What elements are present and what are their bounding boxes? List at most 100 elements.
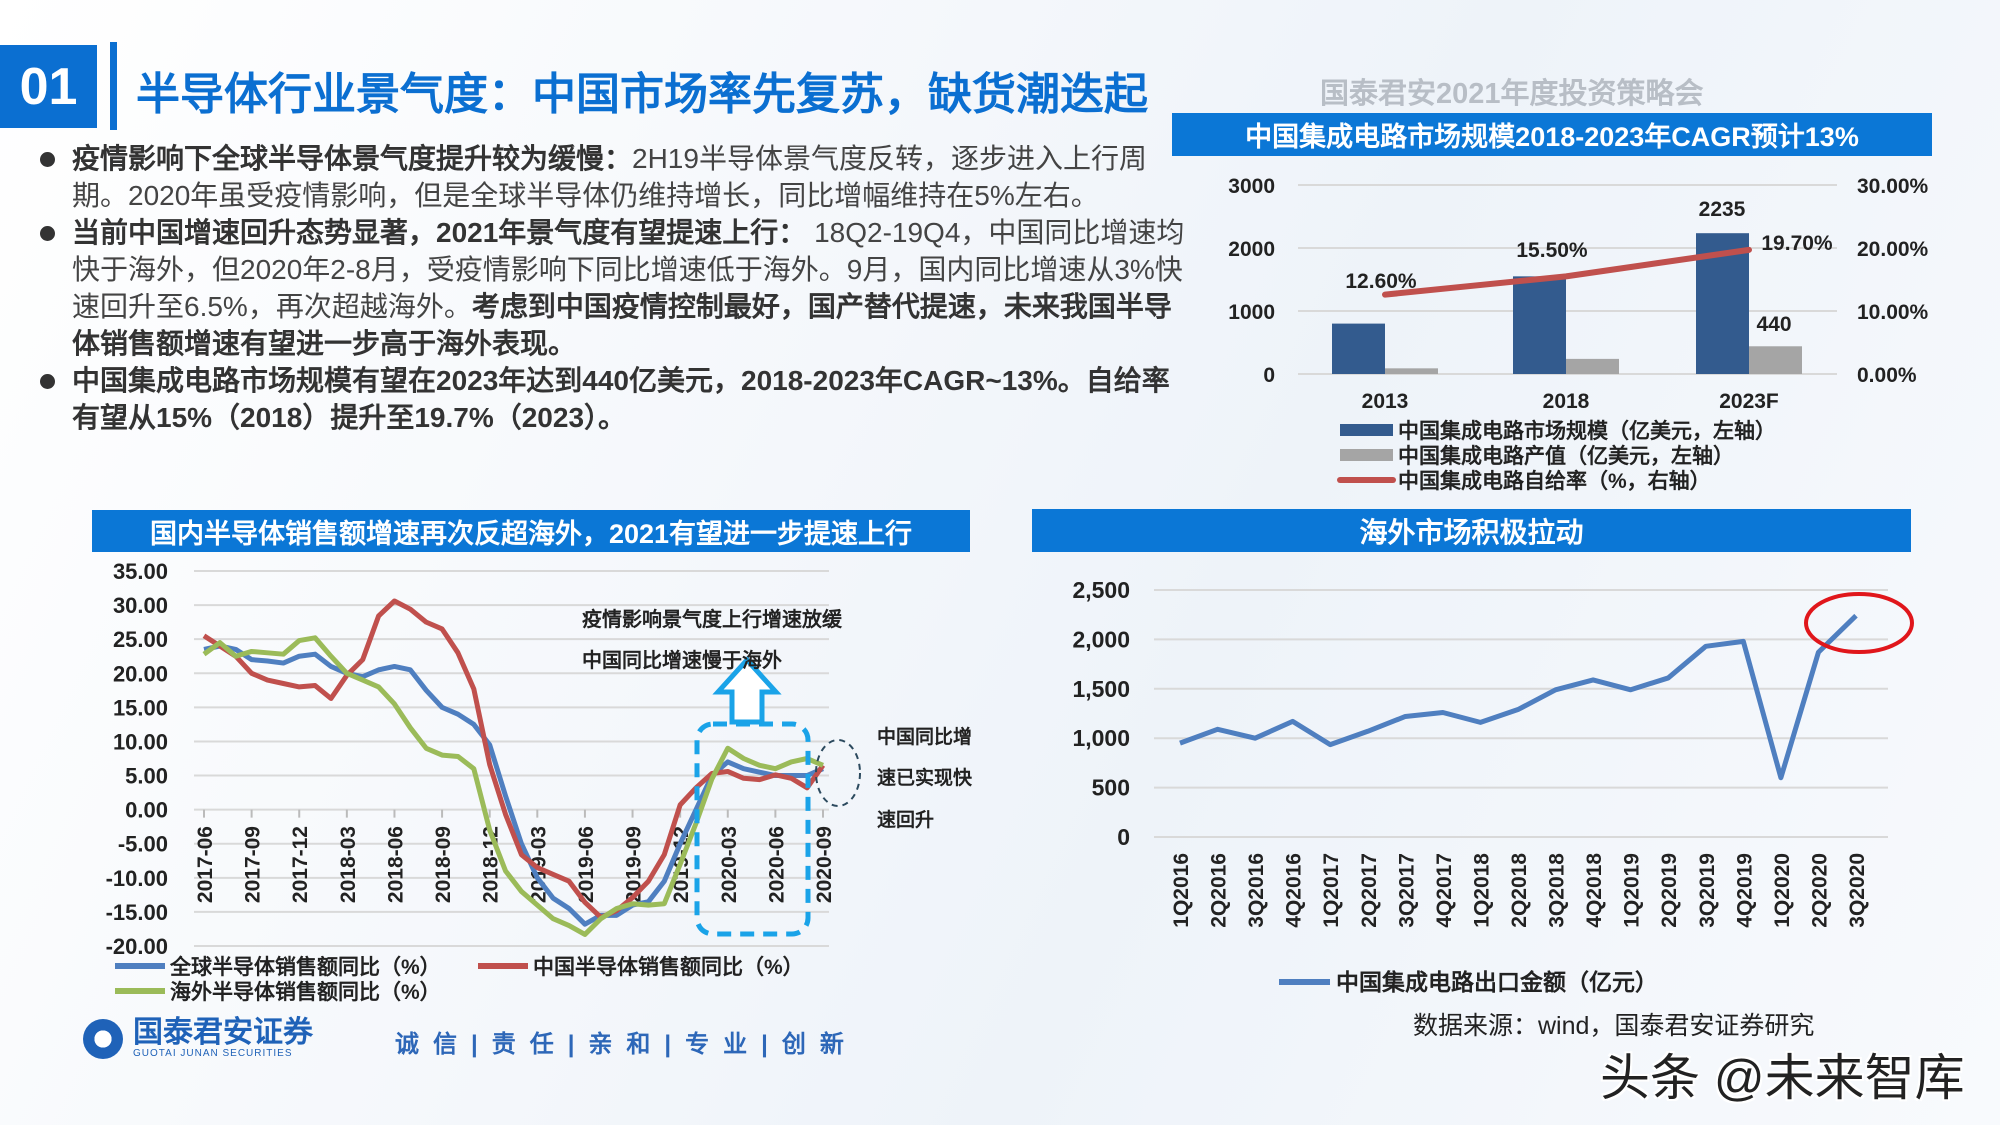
c3-y-tick: 1,000 bbox=[1072, 725, 1130, 751]
c3-x-tick: 1Q2016 bbox=[1170, 853, 1193, 928]
c1-y-left-tick: 2000 bbox=[1228, 238, 1275, 261]
c1-y-left-tick: 3000 bbox=[1228, 175, 1275, 198]
c2-x-tick: 2017-06 bbox=[194, 826, 217, 903]
c3-x-tick: 3Q2019 bbox=[1696, 853, 1719, 928]
c1-bar-output bbox=[1385, 368, 1438, 374]
motto: 诚信|责任|亲和|专业|创新 bbox=[395, 1031, 858, 1058]
bullet-text: 2H19半导体景气度反转，逐步进入上行周期。2020年虽受疫情影响，但是全球半导… bbox=[72, 143, 1147, 211]
c2-y-tick: 0.00 bbox=[125, 798, 168, 823]
bullet-item: 中国集成电路市场规模有望在2023年达到440亿美元，2018-2023年CAG… bbox=[40, 362, 1190, 436]
c3-x-tick: 4Q2016 bbox=[1283, 853, 1306, 928]
c3-x-tick: 3Q2016 bbox=[1245, 853, 1268, 928]
bullet-bold-text: 考虑到中国疫情控制最好，国产替代提速，未来我国半导体销售额增速有望进一步高于海外… bbox=[72, 291, 1172, 359]
logo-mark-icon bbox=[83, 1018, 123, 1059]
c1-x-tick: 2018 bbox=[1543, 390, 1590, 413]
c3-x-tick: 1Q2018 bbox=[1470, 853, 1493, 928]
c1-data-label: 2235 bbox=[1699, 198, 1746, 221]
annotation-recovery-1: 中国同比增 bbox=[877, 727, 973, 748]
c1-legend-label: 中国集成电路市场规模（亿美元，左轴） bbox=[1398, 419, 1776, 443]
c3-y-tick: 0 bbox=[1117, 824, 1130, 850]
bullet-bold-text: 中国集成电路市场规模有望在2023年达到440亿美元，2018-2023年CAG… bbox=[72, 365, 1170, 433]
c2-x-tick: 2018-03 bbox=[337, 826, 360, 903]
c2-y-tick: 20.00 bbox=[113, 661, 168, 686]
annotation-recovery-3: 速回升 bbox=[877, 810, 935, 831]
c2-x-tick: 2020-06 bbox=[765, 826, 788, 903]
c2-legend-label: 海外半导体销售额同比（%） bbox=[170, 980, 441, 1004]
c1-x-tick: 2023F bbox=[1719, 390, 1779, 413]
c2-y-tick: -10.00 bbox=[106, 866, 168, 891]
watermark: 头条 @未来智库 bbox=[1600, 1050, 1965, 1106]
company-logo: 国泰君安证券 GUOTAI JUNAN SECURITIES bbox=[83, 1018, 313, 1059]
c2-y-tick: 30.00 bbox=[113, 593, 168, 618]
annotation-slowdown: 疫情影响景气度上行增速放缓 bbox=[582, 609, 842, 631]
c3-highlight-circle bbox=[1804, 592, 1914, 654]
c3-x-tick: 4Q2017 bbox=[1433, 853, 1456, 928]
c2-x-tick: 2019-09 bbox=[623, 826, 646, 903]
c2-y-tick: 25.00 bbox=[113, 627, 168, 652]
c3-x-tick: 3Q2017 bbox=[1395, 853, 1418, 928]
c3-series-line bbox=[1179, 613, 1858, 781]
c2-up-arrow-icon bbox=[712, 656, 782, 725]
c3-legend-label: 中国集成电路出口金额（亿元） bbox=[1336, 969, 1658, 995]
c2-x-tick: 2017-12 bbox=[289, 826, 312, 903]
logo-cn: 国泰君安证券 bbox=[133, 1016, 313, 1049]
c1-data-label: 440 bbox=[1756, 313, 1791, 336]
c3-y-tick: 500 bbox=[1092, 775, 1130, 801]
c3-x-tick: 4Q2019 bbox=[1733, 853, 1756, 928]
c3-x-tick: 3Q2020 bbox=[1846, 853, 1869, 928]
annotation-china-slower: 中国同比增速慢于海外 bbox=[582, 650, 782, 672]
c1-data-label: 12.60% bbox=[1345, 270, 1417, 293]
title-divider bbox=[110, 42, 117, 130]
c1-y-right-tick: 30.00% bbox=[1857, 175, 1929, 198]
annotation-recovery-2: 速已实现快 bbox=[877, 768, 973, 789]
c3-x-tick: 2Q2018 bbox=[1508, 853, 1531, 928]
data-source: 数据来源：wind，国泰君安证券研究 bbox=[1413, 1012, 1815, 1040]
c2-y-tick: 35.00 bbox=[113, 559, 168, 584]
c1-bar-output bbox=[1566, 358, 1619, 374]
page-title: 半导体行业景气度：中国市场率先复苏，缺货潮迭起 bbox=[136, 70, 1148, 119]
c2-highlight-box bbox=[694, 721, 811, 937]
c3-y-tick: 1,500 bbox=[1072, 676, 1130, 702]
c2-x-tick: 2018-06 bbox=[384, 826, 407, 903]
c3-x-tick: 2Q2016 bbox=[1208, 853, 1231, 928]
c2-y-tick: -20.00 bbox=[106, 934, 168, 959]
c1-y-right-tick: 20.00% bbox=[1857, 238, 1929, 261]
bullet-dot-icon bbox=[40, 374, 55, 389]
bullet-text: 18Q2-19Q4，中国同比增速均快于海外，但2020年2-8月，受疫情影响下同… bbox=[72, 217, 1185, 322]
c3-x-tick: 2Q2017 bbox=[1358, 853, 1381, 928]
event-label: 国泰君安2021年度投资策略会 bbox=[1320, 78, 1704, 110]
c3-y-tick: 2,500 bbox=[1072, 577, 1130, 603]
c2-series-line bbox=[202, 635, 824, 937]
bullet-dot-icon bbox=[40, 226, 55, 241]
logo-en: GUOTAI JUNAN SECURITIES bbox=[133, 1048, 293, 1059]
c1-data-label: 15.50% bbox=[1516, 239, 1588, 262]
c2-x-tick: 2020-03 bbox=[718, 826, 741, 903]
c2-x-tick: 2020-09 bbox=[813, 826, 836, 903]
chart3-header: 海外市场积极拉动 bbox=[1032, 509, 1911, 552]
c1-x-tick: 2013 bbox=[1362, 390, 1409, 413]
c2-series-line bbox=[202, 598, 826, 920]
c3-x-tick: 3Q2018 bbox=[1546, 853, 1569, 928]
c2-x-tick: 2019-06 bbox=[575, 826, 598, 903]
c1-legend-swatch bbox=[1340, 449, 1393, 461]
c1-y-left-tick: 0 bbox=[1263, 364, 1275, 387]
c1-bar-output bbox=[1749, 346, 1802, 374]
c1-legend-label: 中国集成电路产值（亿美元，左轴） bbox=[1398, 444, 1734, 468]
c2-legend-label: 全球半导体销售额同比（%） bbox=[169, 955, 441, 979]
c1-y-right-tick: 0.00% bbox=[1857, 364, 1917, 387]
c3-y-tick: 2,000 bbox=[1072, 626, 1130, 652]
c1-legend-label: 中国集成电路自给率（%，右轴） bbox=[1398, 469, 1711, 493]
c3-x-tick: 2Q2019 bbox=[1658, 853, 1681, 928]
c2-x-tick: 2017-09 bbox=[242, 826, 265, 903]
c1-bar-market bbox=[1332, 323, 1385, 374]
c3-x-tick: 4Q2018 bbox=[1583, 853, 1606, 928]
c2-y-tick: 5.00 bbox=[125, 764, 168, 789]
c2-x-tick: 2018-09 bbox=[432, 826, 455, 903]
bullet-list: 疫情影响下全球半导体景气度提升较为缓慢：2H19半导体景气度反转，逐步进入上行周… bbox=[40, 140, 1190, 436]
section-number-badge: 01 bbox=[0, 45, 97, 128]
c3-x-tick: 1Q2017 bbox=[1320, 853, 1343, 928]
chart1-header: 中国集成电路市场规模2018-2023年CAGR预计13% bbox=[1172, 113, 1932, 156]
c2-legend-label: 中国半导体销售额同比（%） bbox=[533, 955, 804, 979]
c2-y-tick: -15.00 bbox=[106, 900, 168, 925]
